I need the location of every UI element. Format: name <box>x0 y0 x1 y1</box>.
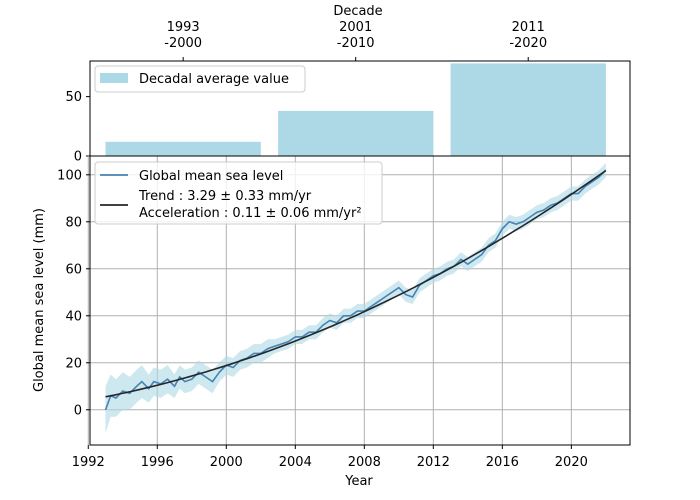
legend-acceleration-label: Acceleration : 0.11 ± 0.06 mm/yr² <box>139 206 362 221</box>
legend-trend-label: Trend : 3.29 ± 0.33 mm/yr <box>138 189 312 204</box>
sea-level-panel: 0 20 40 60 80 100 1992 1996 2000 2004 2008 2012 201… <box>32 155 631 489</box>
bottom-x-ticks: 1992 1996 2000 2004 2008 2012 2016 2020 <box>72 445 588 470</box>
bottom-axes-frame <box>89 155 631 446</box>
top-y-tick-label: 0 <box>74 150 82 165</box>
top-x-tick-label: 2001 <box>339 20 372 35</box>
bottom-x-tick-label: 2012 <box>417 455 450 470</box>
top-x-tick-label: 1993 <box>167 20 200 35</box>
bottom-y-tick-label: 60 <box>65 262 82 277</box>
bottom-x-tick-label: 2020 <box>555 455 588 470</box>
decadal-bar-1 <box>105 141 261 157</box>
bottom-x-tick-label: 1996 <box>141 455 174 470</box>
decadal-bars <box>105 63 606 157</box>
top-legend-box <box>94 65 306 93</box>
decadal-bar-3 <box>450 63 606 156</box>
bottom-legend-box <box>94 161 383 225</box>
top-x-tick-label: 2011 <box>512 20 545 35</box>
bottom-y-ticks: 0 20 40 60 80 100 <box>57 168 90 418</box>
bottom-y-tick-label: 80 <box>65 215 82 230</box>
top-x-tick-label: -2020 <box>509 36 547 51</box>
bottom-x-tick-label: 2004 <box>279 455 312 470</box>
bottom-y-tick-label: 100 <box>57 168 82 183</box>
top-y-tick-label: 50 <box>65 90 82 105</box>
top-legend: Decadal average value <box>94 65 306 93</box>
decadal-bar-2 <box>278 110 434 156</box>
trend-fit-line <box>105 169 607 398</box>
bottom-x-tick-label: 1992 <box>72 455 105 470</box>
legend-gmsl-label: Global mean sea level <box>139 169 283 184</box>
top-x-tick-label: -2010 <box>337 36 375 51</box>
bottom-legend: Global mean sea level Trend : 3.29 ± 0.3… <box>94 161 383 225</box>
top-legend-swatch <box>100 73 128 83</box>
bottom-x-tick-label: 2000 <box>210 455 243 470</box>
bottom-y-tick-label: 40 <box>65 309 82 324</box>
bottom-y-axis-title: Global mean sea level (mm) <box>32 208 47 392</box>
top-x-tick-label: -2000 <box>164 36 202 51</box>
top-y-ticks: 0 50 <box>65 90 90 165</box>
bottom-x-tick-label: 2016 <box>486 455 519 470</box>
top-legend-label: Decadal average value <box>139 72 289 87</box>
top-x-ticks: 1993-2000 2001-2010 2011-2020 <box>164 20 547 61</box>
top-x-axis-title: Decade <box>333 4 382 19</box>
bottom-x-axis-title: Year <box>344 474 373 489</box>
decadal-average-panel: 0 50 1993-2000 2001-2010 2011-2020 Decade D… <box>65 4 631 165</box>
bottom-x-tick-label: 2008 <box>348 455 381 470</box>
bottom-y-tick-label: 20 <box>65 356 82 371</box>
uncertainty-band <box>105 163 606 434</box>
bottom-y-tick-label: 0 <box>74 403 82 418</box>
